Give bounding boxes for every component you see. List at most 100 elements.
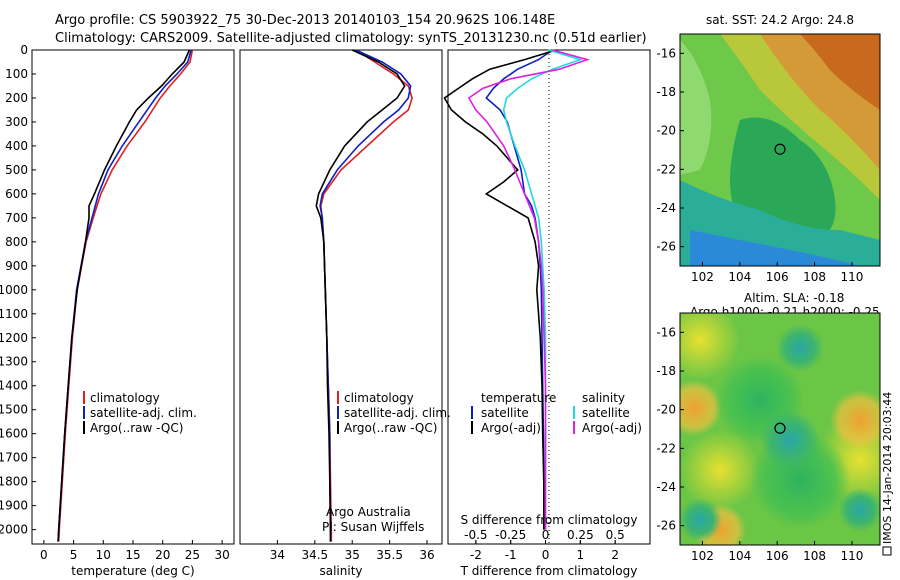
imos-credit: IMOS 14-Jan-2014 20:03:44 — [881, 392, 894, 556]
depth-tick-label: 500 — [5, 163, 28, 177]
lat-tick-label: -24 — [656, 201, 676, 215]
temperature-profiles — [57, 49, 194, 542]
depth-tick-label: 1200 — [0, 331, 28, 345]
sst-map-axes: 102 104 106 108 110 -16 -18 -20 -22 -24 -26 — [656, 46, 863, 284]
lon-tick-label: 106 — [766, 549, 789, 563]
difference-profiles — [443, 49, 591, 530]
legend-label-climatology: climatology — [90, 391, 160, 405]
t-difference-xlabel: T difference from climatology — [460, 564, 638, 578]
legend-label-t-satellite: satellite — [481, 406, 529, 420]
sla-map-frame — [679, 312, 881, 546]
lat-tick-label: -26 — [656, 519, 676, 533]
t-difference-tick-label: -2 — [470, 548, 482, 562]
sst-field — [680, 34, 880, 266]
sla-warm-2 — [830, 390, 880, 450]
sst-map-title: sat. SST: 24.2 Argo: 24.8 — [706, 13, 854, 27]
t-difference-tick-label: -1 — [505, 548, 517, 562]
sst-light-region — [680, 40, 712, 175]
sst-cold-region — [690, 230, 860, 266]
depth-tick-label: 200 — [5, 91, 28, 105]
lon-tick-label: 106 — [766, 270, 789, 284]
sla-cool-1 — [776, 324, 824, 372]
lon-tick-label: 108 — [803, 270, 826, 284]
annotation-pi: PI: Susan Wijffels — [322, 520, 424, 534]
s-difference-tick-label: 0.5 — [606, 528, 625, 542]
header-line-1: Argo profile: CS 5903922_75 30-Dec-2013 … — [55, 13, 555, 28]
depth-tick-label: 1500 — [0, 403, 28, 417]
temperature-tick-label: 25 — [185, 548, 200, 562]
depth-tick-label: 1300 — [0, 355, 28, 369]
depth-tick-label: 1800 — [0, 475, 28, 489]
depth-tick-label: 0 — [20, 43, 28, 57]
lat-tick-label: -22 — [656, 162, 676, 176]
series-temperature-argo-adj- — [443, 49, 557, 530]
s-difference-tick-label: -0.25 — [495, 528, 526, 542]
lon-tick-label: 110 — [841, 270, 864, 284]
salinity-panel: 34 34.5 35 35.5 36 salinity climatology sate… — [239, 49, 451, 578]
lon-tick-label: 102 — [691, 270, 714, 284]
depth-tick-label: 1600 — [0, 427, 28, 441]
series-climatology — [57, 49, 194, 542]
salinity-legend: climatology satellite-adj. clim. Argo(..… — [337, 391, 451, 435]
sst-map-frame — [679, 33, 881, 267]
salinity-tick-label: 34 — [270, 548, 285, 562]
legend-label-t-argo: Argo(-adj) — [481, 421, 541, 435]
t-difference-tick-label: 1 — [577, 548, 585, 562]
salinity-tick-label: 35.5 — [376, 548, 403, 562]
depth-tick-label: 2000 — [0, 523, 28, 537]
difference-legend: temperature satellite Argo(-adj) salinit… — [471, 391, 642, 435]
temperature-xlabel: temperature (deg C) — [71, 564, 194, 578]
salinity-tick-label: 34.5 — [301, 548, 328, 562]
temperature-tick-label: 0 — [40, 548, 48, 562]
s-difference-tick-label: -0.5 — [464, 528, 487, 542]
legend-label-satellite: satellite-adj. clim. — [344, 406, 451, 420]
lat-tick-label: -22 — [656, 441, 676, 455]
depth-tick-label: 800 — [5, 235, 28, 249]
sst-map-panel: sat. SST: 24.2 Argo: 24.8 102 104 106 108 11… — [656, 13, 881, 284]
salinity-profiles — [315, 49, 413, 542]
sla-cool-3 — [680, 498, 722, 542]
sst-yellow-band — [720, 34, 880, 200]
temperature-legend: climatology satellite-adj. clim. Argo(..… — [83, 391, 197, 435]
legend-label-s-satellite: satellite — [582, 406, 630, 420]
temperature-tick-label: 30 — [214, 548, 229, 562]
lat-tick-label: -26 — [656, 240, 676, 254]
lon-tick-label: 104 — [728, 549, 751, 563]
lon-tick-label: 102 — [691, 549, 714, 563]
depth-tick-label: 1900 — [0, 499, 28, 513]
lat-tick-label: -16 — [656, 46, 676, 60]
sst-hot-region — [800, 34, 880, 110]
annotation-argo-australia: Argo Australia — [326, 505, 411, 519]
legend-label-climatology: climatology — [344, 391, 414, 405]
sla-map-panel: Altim. SLA: -0.18 Argo h1000: -0.21 h200… — [656, 291, 881, 563]
temperature-tick-label: 20 — [155, 548, 170, 562]
series-argo-raw-qc- — [315, 49, 406, 542]
legend-title-salinity: salinity — [582, 391, 625, 405]
t-difference-tick-label: 2 — [611, 548, 619, 562]
sla-yellow-1 — [680, 313, 740, 380]
legend-label-argo: Argo(..raw -QC) — [90, 421, 183, 435]
sla-map-axes: 102 104 106 108 110 -16 -18 -20 -22 -24 -26 — [656, 325, 863, 563]
depth-axis: 0 100 200 300 400 500 600 700 800 900 1000 1100 1200… — [0, 43, 36, 537]
depth-tick-label: 400 — [5, 139, 28, 153]
sla-warm-1 — [680, 380, 722, 436]
s-difference-tick-label: 0.25 — [567, 528, 594, 542]
depth-tick-label: 700 — [5, 211, 28, 225]
lat-tick-label: -16 — [656, 325, 676, 339]
lat-tick-label: -20 — [656, 403, 676, 417]
lat-tick-label: -24 — [656, 480, 676, 494]
lat-tick-label: -18 — [656, 364, 676, 378]
depth-tick-label: 900 — [5, 259, 28, 273]
temperature-panel: 0100200300400500600700800900100011001200… — [0, 43, 235, 578]
series-satellite-adj-clim- — [57, 49, 192, 542]
temperature-tick-label: 5 — [70, 548, 78, 562]
difference-frame — [447, 49, 651, 545]
lon-tick-label: 110 — [841, 549, 864, 563]
temperature-x-axis: 0 5 10 15 20 25 30 — [40, 540, 230, 562]
lon-tick-label: 108 — [803, 549, 826, 563]
salinity-tick-label: 36 — [419, 548, 434, 562]
salinity-xlabel: salinity — [319, 564, 362, 578]
temperature-tick-label: 10 — [96, 548, 111, 562]
lat-tick-label: -20 — [656, 124, 676, 138]
